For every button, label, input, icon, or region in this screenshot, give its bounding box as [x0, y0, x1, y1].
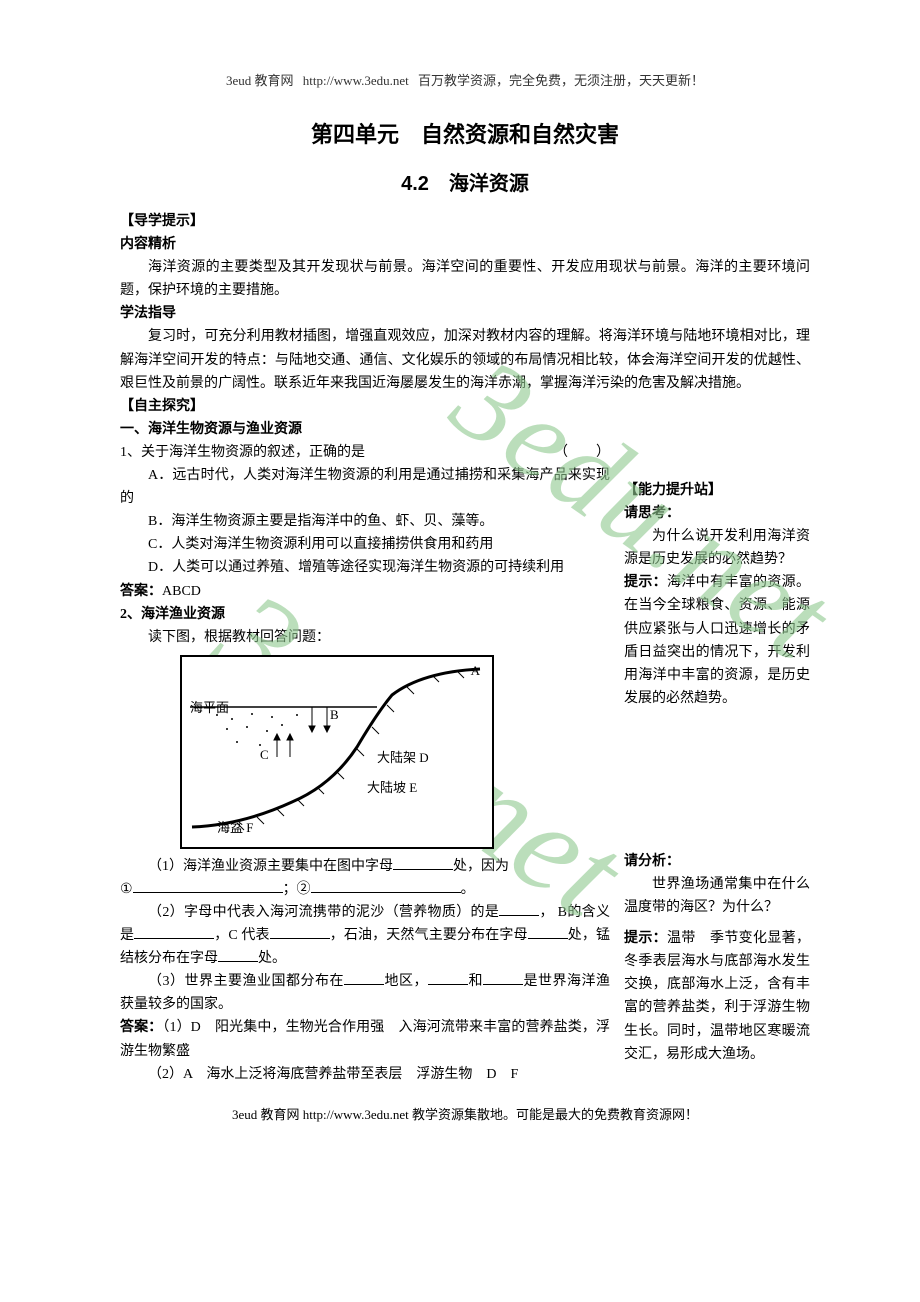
q2-1-d: ；② — [283, 882, 311, 897]
sidebar-think-q: 为什么说开发利用海洋资源是历史发展的必然趋势？ — [624, 525, 810, 571]
content-heading: 内容精析 — [120, 233, 810, 256]
q2-answer2: （2）A 海水上泛将海底营养盐带至表层 浮游生物 D F — [120, 1063, 610, 1086]
method-heading: 学法指导 — [120, 302, 810, 325]
sidebar-tip-label: 【能力提升站】 — [624, 479, 810, 502]
q2-2-d: ，石油，天然气主要分布在字母 — [330, 928, 528, 943]
sidebar-hint1: 提示：海洋中有丰富的资源。在当今全球粮食、资源、能源供应紧张与人口迅速增长的矛盾… — [624, 571, 810, 710]
blank — [428, 972, 468, 986]
q1-stem-line: 1、关于海洋生物资源的叙述，正确的是 （ ） — [120, 441, 610, 464]
blank — [528, 925, 568, 939]
q2-1-b: 处，因为 — [453, 859, 509, 874]
diagram-label-b: B — [330, 707, 339, 723]
hint-label: 提示： — [624, 931, 667, 946]
q1-answer: ABCD — [162, 584, 201, 599]
diagram-label-a: A — [471, 663, 480, 679]
spacer — [624, 441, 810, 479]
sidebar-think-heading: 请思考： — [624, 502, 810, 525]
q1-option-c: C．人类对海洋生物资源利用可以直接捕捞供食用和药用 — [120, 533, 610, 556]
q1-paren: （ ） — [554, 441, 610, 464]
content-body: 海洋资源的主要类型及其开发现状与前景。海洋空间的重要性、开发应用现状与前景。海洋… — [120, 256, 810, 302]
diagram-label-sealevel: 海平面 — [190, 697, 229, 716]
q2-sub2: （2）字母中代表入海河流携带的泥沙（营养物质）的是， B的含义是，C 代表，石油… — [120, 901, 610, 970]
q2-2-f: 处。 — [258, 951, 286, 966]
q2-3-b: 地区， — [384, 974, 428, 989]
q2-heading: 2、海洋渔业资源 — [120, 603, 610, 626]
q2-3-a: （3）世界主要渔业国都分布在 — [148, 974, 344, 989]
q2-stem: 读下图，根据教材回答问题： — [120, 626, 610, 649]
q1-option-a: A．远古时代，人类对海洋生物资源的利用是通过捕捞和采集海产品来实现的 — [120, 464, 610, 510]
footer-site: 3eud 教育网 — [232, 1107, 300, 1122]
sidebar-analyze-q: 世界渔场通常集中在什么温度带的海区？为什么？ — [624, 873, 810, 919]
diagram-label-shelf: 大陆架 D — [377, 747, 429, 766]
main-column: 1、关于海洋生物资源的叙述，正确的是 （ ） A．远古时代，人类对海洋生物资源的… — [120, 441, 610, 1086]
diagram-label-basin: 海盆 F — [217, 817, 253, 836]
blank — [270, 925, 330, 939]
page: 3edu.net 3edu.net 3eud 教育网 http://www.3e… — [0, 0, 920, 1163]
header-site: 3eud 教育网 — [226, 73, 294, 88]
diagram-svg — [182, 657, 488, 843]
q1-stem: 1、关于海洋生物资源的叙述，正确的是 — [120, 445, 365, 460]
explore-label: 【自主探究】 — [120, 395, 810, 418]
q1-option-d: D．人类可以通过养殖、增殖等途径实现海洋生物资源的可持续利用 — [120, 556, 610, 579]
hint-label: 提示： — [624, 575, 667, 590]
q2-sub3: （3）世界主要渔业国都分布在地区，和是世界海洋渔获量较多的国家。 — [120, 970, 610, 1016]
q2-answer1: 答案：（1）D 阳光集中，生物光合作用强 入海河流带来丰富的营养盐类，浮游生物繁… — [120, 1016, 610, 1062]
q2-2-c: ，C 代表 — [214, 928, 270, 943]
topic-heading: 一、海洋生物资源与渔业资源 — [120, 418, 810, 441]
header-slogan: 百万教学资源，完全免费，无须注册，天天更新！ — [418, 73, 704, 88]
page-header: 3eud 教育网 http://www.3edu.net 百万教学资源，完全免费… — [120, 70, 810, 89]
hint-body2: 温带 季节变化显著，冬季表层海水与底部海水发生交换，底部海水上泛，含有丰富的营养… — [624, 931, 810, 1061]
blank — [393, 856, 453, 870]
q2-2-a: （2）字母中代表入海河流携带的泥沙（营养物质）的是 — [148, 905, 499, 920]
blank — [133, 879, 283, 893]
footer-text: 教学资源集散地。可能是最大的免费教育资源网！ — [412, 1107, 698, 1122]
q1-option-b: B．海洋生物资源主要是指海洋中的鱼、虾、贝、藻等。 — [120, 510, 610, 533]
answer-label: 答案： — [120, 1020, 162, 1035]
blank — [344, 972, 384, 986]
q2-1-c: ① — [120, 882, 133, 897]
guide-label: 【导学提示】 — [120, 210, 810, 233]
sidebar-analyze-heading: 请分析： — [624, 850, 810, 873]
two-column-row: 1、关于海洋生物资源的叙述，正确的是 （ ） A．远古时代，人类对海洋生物资源的… — [120, 441, 810, 1086]
unit-title: 第四单元 自然资源和自然灾害 — [120, 117, 810, 149]
blank — [134, 925, 214, 939]
blank — [311, 879, 461, 893]
footer-url: http://www.3edu.net — [303, 1107, 409, 1122]
blank — [499, 902, 539, 916]
sidebar-column: 【能力提升站】 请思考： 为什么说开发利用海洋资源是历史发展的必然趋势？ 提示：… — [624, 441, 810, 1086]
section-title: 4.2 海洋资源 — [120, 167, 810, 196]
blank — [483, 972, 523, 986]
hint-body1: 海洋中有丰富的资源。在当今全球粮食、资源、能源供应紧张与人口迅速增长的矛盾日益突… — [624, 575, 810, 705]
spacer — [624, 919, 810, 927]
q2-sub1: （1）海洋渔业资源主要集中在图中字母 处，因为 — [120, 855, 610, 878]
q2-1-a: （1）海洋渔业资源主要集中在图中字母 — [148, 859, 393, 874]
q2-1-e: 。 — [461, 882, 475, 897]
q2-3-c: 和 — [468, 974, 483, 989]
blank — [218, 949, 258, 963]
ocean-profile-diagram: A 海平面 B C 大陆架 D 大陆坡 E 海盆 F — [180, 655, 494, 849]
page-footer: 3eud 教育网 http://www.3edu.net 教学资源集散地。可能是… — [120, 1104, 810, 1123]
method-body: 复习时，可充分利用教材插图，增强直观效应，加深对教材内容的理解。将海洋环境与陆地… — [120, 325, 810, 394]
q1-answer-line: 答案：ABCD — [120, 580, 610, 603]
sidebar-hint2: 提示：温带 季节变化显著，冬季表层海水与底部海水发生交换，底部海水上泛，含有丰富… — [624, 927, 810, 1066]
spacer — [624, 710, 810, 850]
header-url: http://www.3edu.net — [303, 73, 409, 88]
q2-sub1-reasons: ① ；② 。 — [120, 878, 610, 901]
answer-label: 答案： — [120, 584, 162, 599]
diagram-label-slope: 大陆坡 E — [367, 777, 417, 796]
q2-ans1-text: （1）D 阳光集中，生物光合作用强 入海河流带来丰富的营养盐类，浮游生物繁盛 — [120, 1020, 610, 1058]
diagram-label-c: C — [260, 747, 269, 763]
